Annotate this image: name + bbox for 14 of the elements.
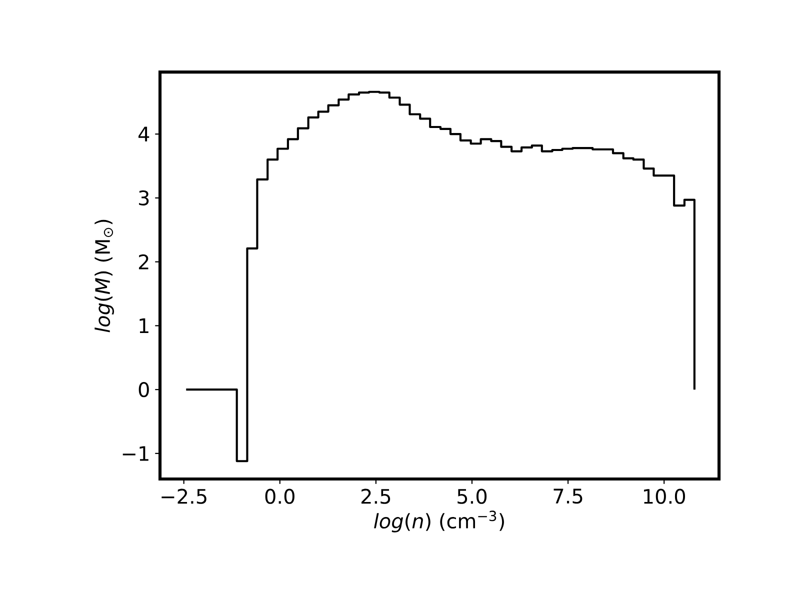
x-tick-label: 10.0	[644, 488, 686, 504]
x-tick-label: 5.0	[458, 488, 487, 504]
y-tick-label: 1	[140, 318, 148, 333]
y-tick-label: 2	[138, 254, 148, 270]
x-axis-title: log(n) (cm$^{−3}$)	[374, 510, 504, 532]
x-tick-label: 2.5	[361, 488, 390, 504]
y-tick-label: 3	[139, 190, 149, 206]
y-tick-label: 4	[138, 126, 150, 142]
x-tick-label: 7.5	[554, 488, 582, 504]
x-tick-label: 0.0	[265, 488, 294, 504]
y-axis-title: log(M) (M$_{⊙}$)	[94, 220, 114, 332]
y-tick-label: −1	[122, 446, 148, 461]
x-tick-label: −2.5	[162, 488, 206, 504]
y-tick-label: 0	[138, 382, 149, 398]
